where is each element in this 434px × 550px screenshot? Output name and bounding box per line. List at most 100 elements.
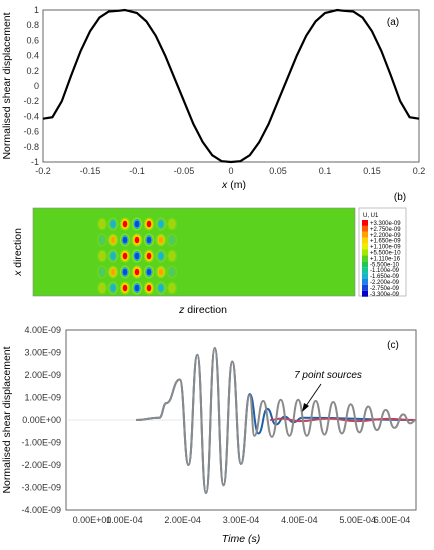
panel-b-z-direction-label: z direction xyxy=(178,304,227,316)
panel-c-annotation-arrow-head xyxy=(302,403,309,412)
panel-b-field-background xyxy=(32,207,356,297)
panel-a-y-tick-label: -1 xyxy=(31,157,39,167)
panel-b-x-direction-label: x direction xyxy=(12,228,24,277)
panel-b-legend-entry: +1.650e-09 xyxy=(370,239,401,245)
panel-a-x-tick-label: 0.15 xyxy=(363,166,381,176)
panel-b-legend-swatch xyxy=(362,267,368,274)
panel-c-x-tick-label: 5.00E-04 xyxy=(339,515,376,525)
panel-b-field-ring xyxy=(168,234,176,246)
panel-a-x-tick-label: -0.2 xyxy=(35,166,51,176)
panel-b-field-core xyxy=(122,220,128,228)
panel-a-y-tick-label: -0.8 xyxy=(23,142,39,152)
panel-c-x-tick-label: 0.00E+00 xyxy=(73,515,112,525)
panel-b-legend-swatch xyxy=(362,243,368,250)
panel-c-y-tick-label: 2.00E-09 xyxy=(24,370,61,380)
panel-b-field-halo xyxy=(96,265,108,279)
panel-b-legend-entry: +1.110e-16 xyxy=(370,256,401,262)
panel-b-legend-entry: -1.650e-09 xyxy=(370,274,400,280)
panel-b-legend-swatch xyxy=(362,225,368,232)
panel-c-annotation: 7 point sources xyxy=(294,370,362,381)
panel-b-field-core xyxy=(158,220,164,228)
panel-b-field-ring xyxy=(168,266,176,278)
panel-b-field-ring xyxy=(98,282,106,294)
panel-b-field-core xyxy=(146,236,152,244)
panel-a-x-tick-label: -0.1 xyxy=(129,166,145,176)
panel-a-label: (a) xyxy=(387,17,399,28)
panel-b-field-core xyxy=(146,220,152,228)
panel-b-legend-entry: -2.200e-09 xyxy=(370,280,400,286)
panel-b-field-core xyxy=(158,252,164,260)
panel-b-field-core xyxy=(110,268,116,276)
panel-b-legend-swatch xyxy=(362,284,368,291)
panel-b-field-halo xyxy=(96,249,108,263)
panel-b-field-core xyxy=(134,284,140,292)
panel-b-field-ring xyxy=(98,234,106,246)
panel-b-field-core xyxy=(122,268,128,276)
panel-a-x-tick-label: 0.05 xyxy=(269,166,287,176)
panel-a-x-tick-label: -0.15 xyxy=(80,166,101,176)
panel-a-y-tick-label: 0 xyxy=(34,81,39,91)
panel-a-displacement-profile: 10.80.60.40.20-0.2-0.4-0.6-0.8-1 -0.2 -0.… xyxy=(1,5,425,191)
panel-b-field-ring xyxy=(168,282,176,294)
panel-c-label: (c) xyxy=(387,340,399,351)
panel-b-contour-map: (b) z direction x direction U, U1 +3.300… xyxy=(12,192,407,316)
panel-a-y-tick-labels: 1 0.8 0.6 0.4 0.2 0 -0.2 -0.4 -0.6 -0.8 -1 xyxy=(23,5,39,167)
panel-b-legend-swatch xyxy=(362,273,368,279)
panel-c-time-history: 4.00E-09 3.00E-09 2.00E-09 1.00E-09 0.00E+00… xyxy=(1,325,417,545)
panel-b-field-core xyxy=(110,252,116,260)
panel-b-field-core xyxy=(110,220,116,228)
panel-b-field-core xyxy=(110,236,116,244)
panel-b-field-ring xyxy=(168,250,176,262)
panel-b-field-ring xyxy=(98,250,106,262)
panel-b-field-halo xyxy=(166,217,178,231)
panel-b-field-core xyxy=(158,236,164,244)
panel-a-x-tick-label: 0 xyxy=(228,166,233,176)
panel-b-field-core xyxy=(122,284,128,292)
panel-b-field-ring xyxy=(98,266,106,278)
panel-b-field-halo xyxy=(96,233,108,247)
panel-b-field-core xyxy=(158,268,164,276)
panel-a-y-tick-label: -0.2 xyxy=(23,96,39,106)
panel-b-field-core xyxy=(146,252,152,260)
panel-b-field-halo xyxy=(96,217,108,231)
panel-c-y-tick-label: -1.00E-09 xyxy=(21,438,61,448)
panel-b-legend-entry: +3.300e-09 xyxy=(370,221,401,227)
panel-b-field-halo xyxy=(166,281,178,295)
panel-b-field-ring xyxy=(98,218,106,230)
panel-b-legend-swatch xyxy=(362,279,368,285)
panel-b-legend-entry: +2.750e-09 xyxy=(370,227,401,233)
panel-b-field-core xyxy=(134,220,140,228)
panel-a-y-tick-label: -0.6 xyxy=(23,127,39,137)
panel-b-field-core xyxy=(146,268,152,276)
panel-b-legend-entry: -1.100e-09 xyxy=(370,268,400,274)
panel-b-field-core xyxy=(134,268,140,276)
panel-b-field-core xyxy=(110,284,116,292)
panel-c-x-axis-label: Time (s) xyxy=(222,533,260,545)
panel-a-y-tick-label: -0.4 xyxy=(23,111,39,121)
panel-c-x-tick-label: 6.00E-04 xyxy=(374,515,411,525)
panel-a-y-tick-label: 0.4 xyxy=(26,51,39,61)
panel-c-series-group xyxy=(66,347,417,495)
panel-b-legend-entry: +1.100e-09 xyxy=(370,245,401,251)
panel-c-y-tick-label: 3.00E-09 xyxy=(24,348,61,358)
panel-a-x-axis-label: x (m) xyxy=(221,179,246,191)
panel-b-legend-entry: -5.500e-10 xyxy=(370,262,400,268)
panel-b-legend-swatch xyxy=(362,290,368,297)
panel-a-plot-frame xyxy=(42,9,420,163)
panel-c-series-line xyxy=(135,347,417,495)
panel-a-x-tick-label: 0.1 xyxy=(319,166,332,176)
panel-c-x-tick-label: 4.00E-04 xyxy=(281,515,318,525)
panel-c-y-tick-label: 1.00E-09 xyxy=(24,393,61,403)
panel-b-field-core xyxy=(122,236,128,244)
panel-a-y-tick-label: 0.8 xyxy=(26,20,39,30)
panel-b-legend-swatch xyxy=(362,231,368,238)
panel-a-x-tick-label: -0.05 xyxy=(174,166,195,176)
panel-b-legend-swatch xyxy=(362,237,368,244)
panel-b-field-ring xyxy=(168,218,176,230)
panel-c-x-tick-label: 1.00E-04 xyxy=(106,515,143,525)
panel-c-y-tick-label: -4.00E-09 xyxy=(21,505,61,515)
panel-a-y-tick-label: 0.2 xyxy=(26,66,39,76)
panel-b-field-halo xyxy=(96,281,108,295)
panel-c-y-axis-label: Normalised shear displacement xyxy=(1,346,13,493)
panel-c-x-tick-label: 3.00E-04 xyxy=(223,515,260,525)
